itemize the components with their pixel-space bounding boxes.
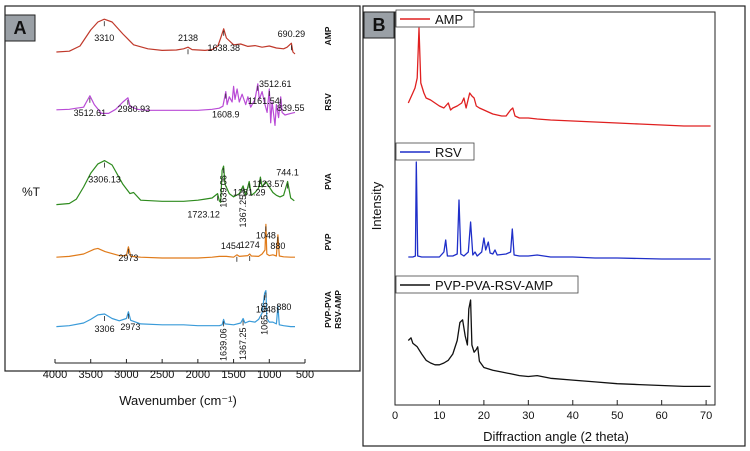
panel-b-badge: [363, 11, 395, 39]
panel-b-tick-group: 0 10 20 30 40 50 60 70: [392, 400, 712, 422]
panel-a-xlabel: Wavenumber (cm⁻¹): [119, 393, 237, 408]
panel-b-plot-frame: [394, 11, 716, 406]
panel-a-peak-label-1-4: 3512.61: [259, 79, 292, 89]
panel-a-plot-group: AMP 3310 2138 1638.38 690.29 RSV 3512.61 2980.9…: [56, 18, 343, 361]
panel-a-peak-label-2-1: 1723.12: [187, 210, 220, 220]
panel-b-tick-label-0: 0: [392, 410, 398, 422]
panel-b-tick-label-2: 20: [478, 410, 490, 422]
panel-a-peak-label-2-3: 1367.25: [238, 195, 248, 228]
panel-a-peak-label-2-0: 3306.13: [88, 175, 121, 185]
panel-a-peak-label-1-5: 839.55: [277, 103, 305, 113]
panel-a-tick-group: 4000 3500 3000 2500 2000 1500 1000 500: [43, 359, 314, 381]
panel-a-series-name-0-0: AMP: [323, 26, 333, 45]
panel-b-series-amp: [407, 27, 711, 127]
panel-b-legend-box-2: [395, 275, 579, 294]
panel-b-tick-label-4: 40: [567, 410, 579, 422]
panel-b-tick-label-1: 10: [433, 410, 445, 422]
panel-b-frame: [362, 5, 746, 447]
panel-a-tick-label-3: 2500: [150, 369, 174, 381]
panel-a-peak-label-4-5: 1048: [256, 305, 276, 315]
panel-a-peak-label-0-1: 2138: [178, 33, 198, 43]
panel-a-peak-label-1-0: 3512.61: [74, 108, 107, 118]
panel-a-peak-label-3-0: 2973: [118, 253, 138, 263]
panel-a-peak-label-1-3: 1161.54: [248, 96, 280, 106]
panel-a-peak-label-1-1: 2980.93: [118, 104, 151, 114]
panel-a-tick-label-0: 4000: [43, 369, 67, 381]
panel-a-series-rsv: [56, 83, 296, 126]
panel-a-tick-label-7: 500: [296, 369, 314, 381]
panel-a-series-name-2-0: PVA: [323, 173, 333, 190]
panel-a-series-pvp: [56, 223, 295, 259]
panel-a-peak-label-4-3: 1367.25: [238, 328, 248, 361]
panel-a-tick-label-5: 1500: [221, 369, 245, 381]
panel-a-tick-label-1: 3500: [78, 369, 102, 381]
panel-b-xlabel: Diffraction angle (2 theta): [483, 429, 629, 444]
panel-b-tick-label-6: 60: [656, 410, 668, 422]
panel-a-frame: [4, 5, 361, 372]
panel-b-legend-label-0: AMP: [435, 12, 463, 27]
panel-a-peak-label-4-0: 3306: [95, 324, 115, 334]
panel-b-legend-box-0: [395, 9, 475, 28]
panel-a-tick-label-6: 1000: [257, 369, 281, 381]
panel-a-series-name-4-0: PVP-PVA: [323, 291, 333, 328]
panel-b-series-pvp-pva-rsv-amp: [407, 299, 711, 388]
panel-a-peak-label-4-1: 2973: [120, 322, 140, 332]
panel-b-legend-label-1: RSV: [435, 145, 462, 160]
panel-a-peak-label-2-6: 744.1: [276, 168, 299, 178]
panel-a-peak-label-3-3: 1048: [256, 230, 276, 240]
panel-a-letter: A: [14, 18, 27, 38]
panel-a-peak-label-0-3: 690.29: [278, 29, 306, 39]
panel-a-series-pva: [56, 160, 295, 206]
panel-a-peak-label-4-4: 1065.66: [260, 302, 270, 335]
panel-b-plot-group: AMP RSV PVP-PVA-RSV-AMP: [395, 9, 711, 388]
panel-a-series-pvp-pva-rsv-amp: [56, 290, 295, 328]
panel-a-peak-label-4-6: 880: [276, 302, 291, 312]
panel-b-letter: B: [373, 15, 386, 35]
panel-b-series-rsv: [408, 161, 711, 260]
panel-b-tick-label-7: 70: [700, 410, 712, 422]
panel-a-tick-label-2: 3000: [114, 369, 138, 381]
panel-a-peak-label-3-2: 1274: [240, 240, 260, 250]
panel-a-peak-label-1-2: 1608.9: [212, 110, 240, 120]
panel-a-series-amp: [56, 18, 296, 55]
panel-a-peak-label-0-2: 1638.38: [207, 43, 240, 53]
panel-a-peak-label-0-0: 3310: [94, 33, 114, 43]
panel-a-peak-label-2-2: 1639.06: [219, 175, 229, 208]
panel-a-badge: [4, 14, 36, 42]
panel-a-peak-label-4-2: 1639.06: [219, 328, 229, 361]
panel-a-series-name-1-0: RSV: [323, 93, 333, 111]
panel-b-legend-box-1: [395, 142, 475, 161]
panel-a-peak-label-3-4: 880: [270, 241, 285, 251]
panel-a-tick-label-4: 2000: [186, 369, 210, 381]
panel-a-series-name-3-0: PVP: [323, 233, 333, 250]
panel-a-peak-label-3-1: 1454: [221, 241, 241, 251]
panel-a-peak-label-2-5: 1123.57: [252, 179, 284, 189]
panel-a-ylabel: %T: [22, 185, 41, 199]
panel-a-series-name-4-1: RSV-AMP: [333, 290, 343, 329]
panel-b-legend-label-2: PVP-PVA-RSV-AMP: [435, 278, 553, 293]
panel-b-tick-label-5: 50: [611, 410, 623, 422]
panel-b-tick-label-3: 30: [522, 410, 534, 422]
panel-a-peak-label-2-4: 1281.29: [233, 188, 266, 198]
panel-b-ylabel: Intensity: [369, 181, 384, 230]
